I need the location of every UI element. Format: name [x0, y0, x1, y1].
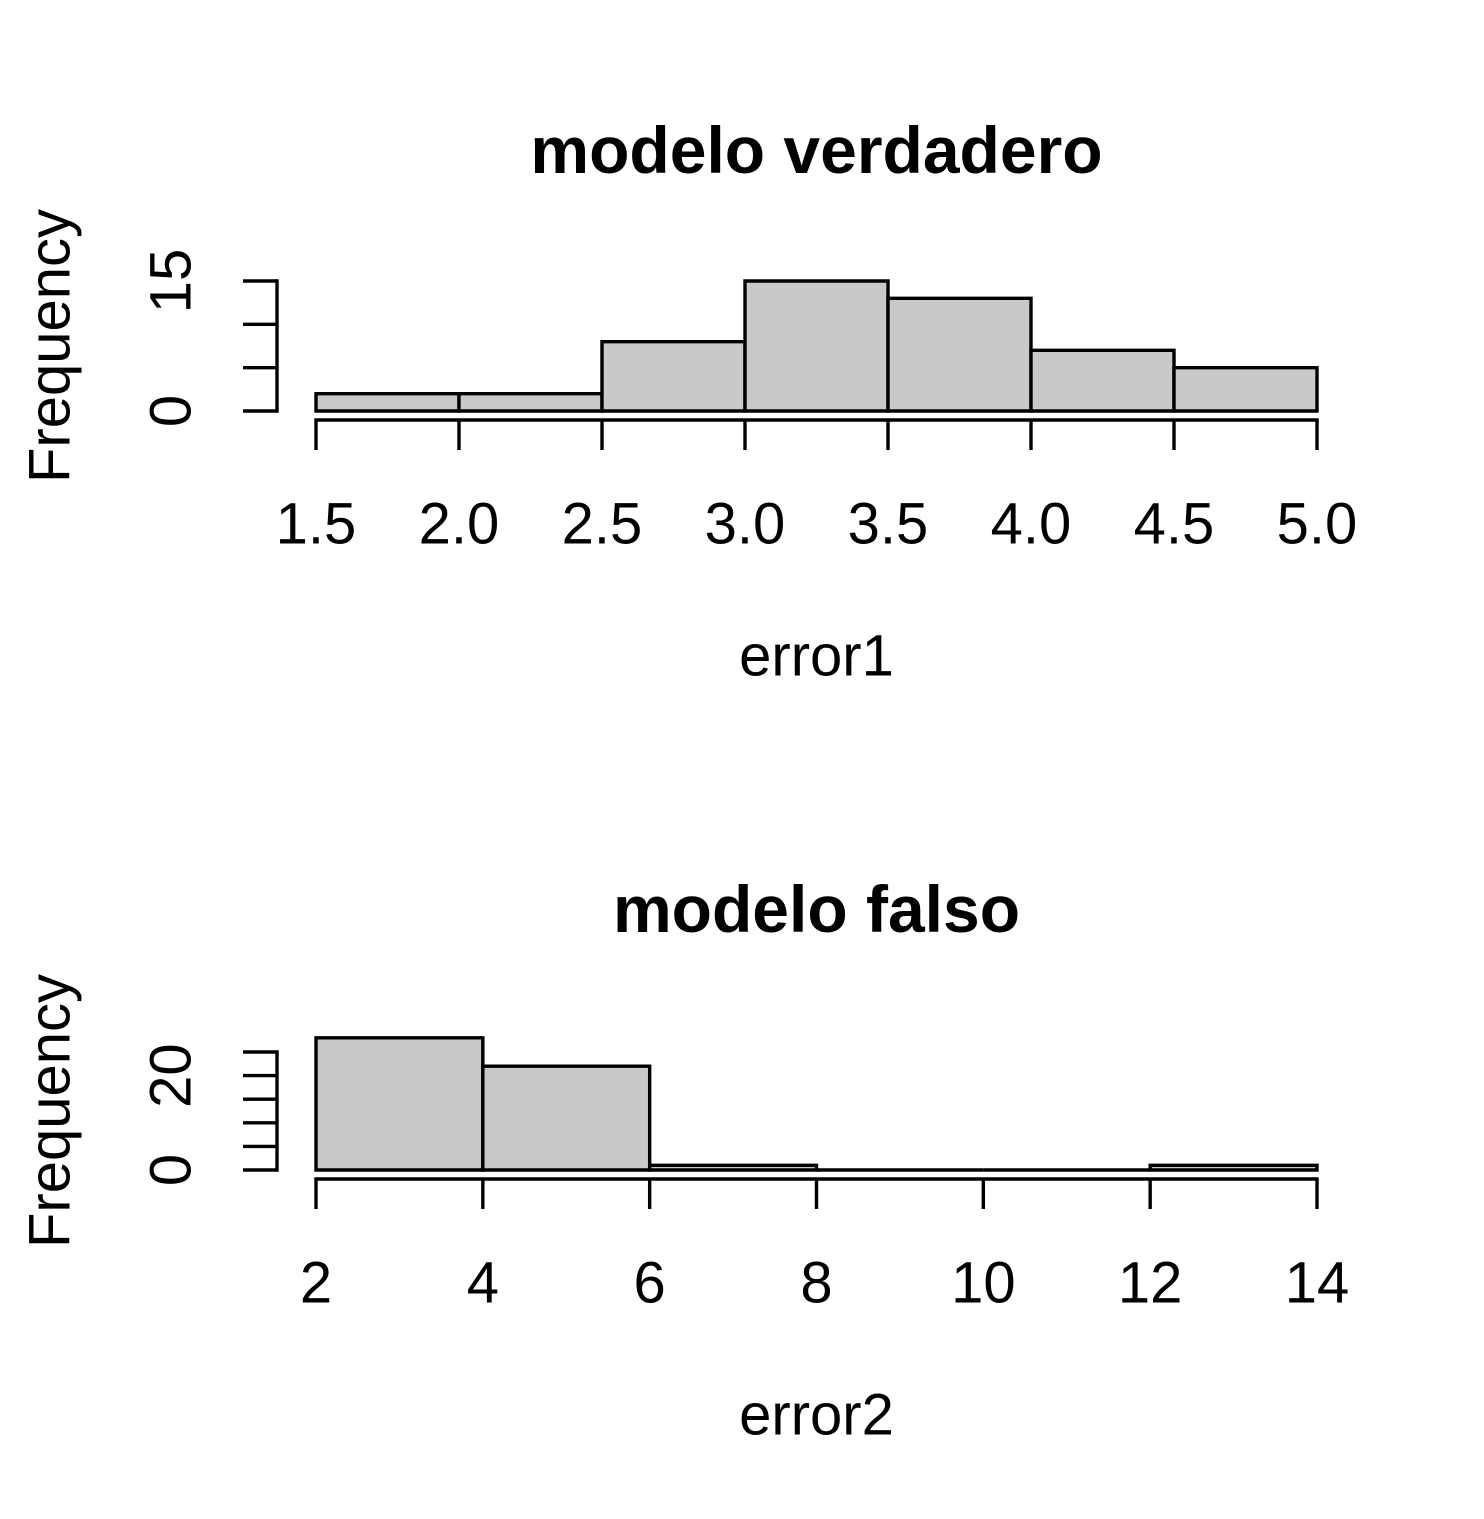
histogram-modelo-verdadero: 1.5 2.0 2.5 3.0 3.5 4.0 4.5 5.0 0 15 error1 Frequen… [0, 0, 1484, 759]
x-tick-label: 2.5 [562, 492, 643, 557]
histogram-bar [1172, 365, 1319, 413]
x-axis: 2 4 6 8 10 12 14 [300, 1177, 1350, 1316]
x-tick-label: 2.0 [419, 492, 500, 557]
histogram-svg-false-model: 2 4 6 8 10 12 14 0 20 error2 Frequency modelo falso [18, 872, 1350, 1448]
y-tick-label: 15 [139, 249, 204, 314]
chart-title: modelo falso [613, 872, 1020, 946]
x-tick-label: 4 [467, 1251, 499, 1316]
bars-group [314, 1036, 1319, 1172]
x-tick-label: 8 [800, 1251, 832, 1316]
y-axis: 0 20 [139, 1043, 279, 1186]
histogram-bar [314, 1036, 485, 1172]
x-axis-title: error1 [739, 624, 894, 689]
histogram-bar [743, 279, 890, 413]
x-tick-label: 4.5 [1134, 492, 1215, 557]
y-tick-label: 0 [139, 1154, 204, 1186]
x-tick-label: 3.0 [705, 492, 786, 557]
histogram-svg-true-model: 1.5 2.0 2.5 3.0 3.5 4.0 4.5 5.0 0 15 error1 Frequen… [18, 113, 1358, 689]
histogram-bar [1029, 348, 1176, 413]
y-axis-title: Frequency [18, 974, 83, 1248]
y-tick-label: 0 [139, 395, 204, 427]
y-axis: 0 15 [139, 249, 279, 427]
histogram-modelo-falso: 2 4 6 8 10 12 14 0 20 error2 Frequency modelo falso [0, 759, 1484, 1518]
x-tick-label: 6 [634, 1251, 666, 1316]
chart-title: modelo verdadero [530, 113, 1102, 187]
x-axis: 1.5 2.0 2.5 3.0 3.5 4.0 4.5 5.0 [276, 418, 1358, 557]
histogram-bar [457, 391, 604, 413]
histogram-bar [481, 1064, 652, 1172]
histogram-bar [600, 339, 747, 413]
x-tick-label: 2 [300, 1251, 332, 1316]
x-tick-label: 10 [951, 1251, 1016, 1316]
histogram-bar [1148, 1163, 1319, 1172]
x-tick-label: 14 [1285, 1251, 1350, 1316]
histogram-bar [886, 296, 1033, 413]
histogram-bar [647, 1163, 819, 1172]
y-tick-label: 20 [139, 1043, 204, 1108]
x-tick-label: 5.0 [1277, 492, 1358, 557]
x-tick-label: 1.5 [276, 492, 357, 557]
y-axis-title: Frequency [18, 209, 83, 483]
x-tick-label: 4.0 [991, 492, 1072, 557]
x-axis-title: error2 [739, 1383, 894, 1448]
bars-group [314, 279, 1319, 413]
x-tick-label: 12 [1118, 1251, 1183, 1316]
histogram-bar [314, 391, 461, 413]
x-tick-label: 3.5 [848, 492, 929, 557]
